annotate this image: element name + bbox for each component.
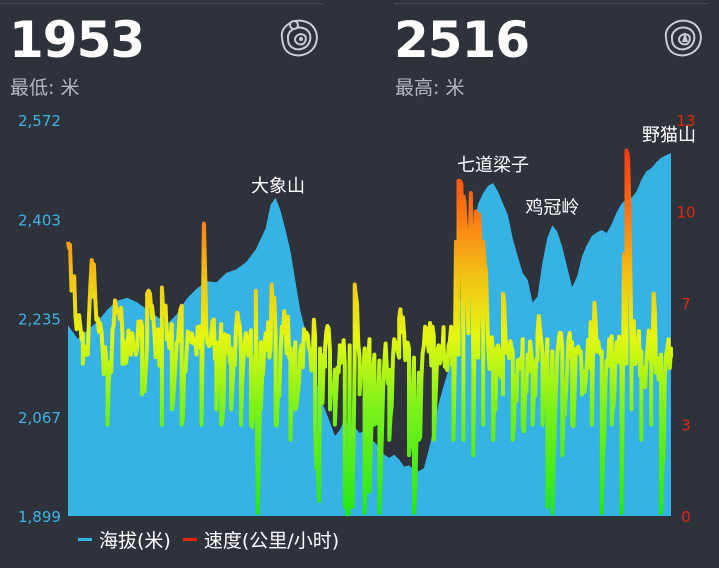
legend-elevation: 海拔(米) <box>78 530 171 552</box>
divider-right <box>394 3 708 4</box>
min-elevation-label: 最低: 米 <box>10 77 80 99</box>
legend-speed-label: 速度(公里/小时) <box>203 530 340 552</box>
left-axis-tick-label: 2,235 <box>18 310 61 328</box>
divider-left <box>0 3 323 4</box>
peak-annotation: 七道梁子 <box>457 155 529 176</box>
left-axis-tick-label: 2,403 <box>18 211 61 229</box>
legend-speed-swatch <box>182 538 197 541</box>
left-axis-tick-label: 2,572 <box>18 112 61 130</box>
left-axis-tick-label: 2,067 <box>18 409 61 427</box>
peak-annotation: 鸡冠岭 <box>525 197 579 218</box>
right-axis-tick-label: 10 <box>676 203 695 221</box>
elevation-area <box>68 153 671 516</box>
right-axis-tick-label: 3 <box>681 417 691 435</box>
right-axis-tick-label: 0 <box>681 508 691 526</box>
max-elevation-value: 2516 <box>394 11 530 69</box>
legend-elevation-label: 海拔(米) <box>99 530 171 552</box>
contour-map-peak-icon <box>664 19 702 57</box>
peak-annotation: 野猫山 <box>642 125 696 146</box>
max-elevation-label: 最高: 米 <box>395 77 465 99</box>
chart-legend: 海拔(米) 速度(公里/小时) <box>78 528 339 554</box>
contour-map-low-icon <box>280 19 318 57</box>
peak-annotation: 大象山 <box>251 176 305 197</box>
left-axis-tick-label: 1,899 <box>18 508 61 526</box>
right-axis-tick-label: 7 <box>681 295 691 313</box>
right-axis-tick-label: 13 <box>676 112 695 130</box>
legend-elevation-swatch <box>78 538 92 541</box>
speed-line <box>66 148 673 517</box>
legend-speed: 速度(公里/小时) <box>182 530 340 552</box>
min-elevation-value: 1953 <box>9 11 145 69</box>
